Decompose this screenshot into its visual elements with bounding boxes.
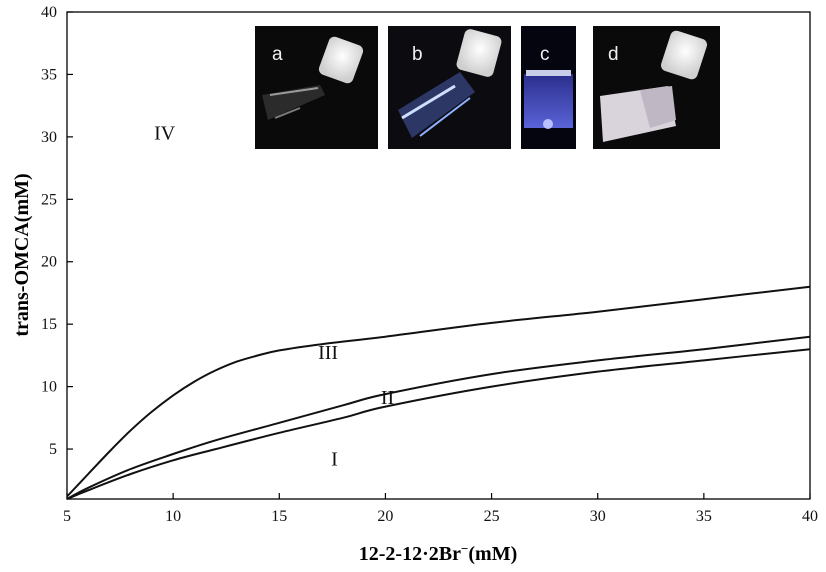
region-label: I [331,448,338,470]
y-tick-label: 35 [41,66,57,83]
x-tick-label: 40 [802,508,818,525]
boundary-curve-1 [66,285,811,498]
region-label: III [318,342,338,364]
y-tick-label: 10 [41,379,57,396]
inset-photo-a: a [255,26,378,149]
inset-label-d: d [608,44,619,65]
x-axis-title-superscript: − [461,541,468,556]
boundary-curve-2 [66,335,811,500]
inset-photo-d: d [593,26,720,149]
inset-photo-c: c [521,26,576,149]
y-axis-title: trans-OMCA(mM) [11,173,33,336]
x-tick-label: 15 [271,508,287,525]
inset-label-a: a [272,44,283,65]
region-label: II [381,387,394,409]
boundary-curve-3 [66,348,811,500]
inset-label-b: b [412,44,423,65]
x-tick-label: 25 [484,508,500,525]
y-tick-label: 15 [41,316,57,333]
x-tick-label: 10 [165,508,181,525]
x-tick-label: 35 [696,508,712,525]
region-label: IV [154,122,176,144]
y-tick-label: 30 [41,129,57,146]
x-tick-label: 30 [590,508,606,525]
axis-ticks: 5 10 15 20 25 30 35 40 5 10 15 20 25 30 35 40 [41,4,818,525]
x-axis-title: 12-2-12·2Br−(mM) [359,541,518,566]
x-tick-label: 5 [63,508,71,525]
y-tick-label: 20 [41,254,57,271]
x-axis-title-unit: (mM) [468,543,517,565]
inset-photo-b: b [388,26,511,149]
y-tick-label: 5 [49,441,57,458]
x-tick-label: 20 [377,508,393,525]
inset-label-c: c [540,44,550,65]
x-axis-title-main: 12-2-12·2Br [359,543,461,565]
y-tick-label: 40 [41,4,57,21]
plot-frame [66,11,811,500]
y-tick-label: 25 [41,191,57,208]
